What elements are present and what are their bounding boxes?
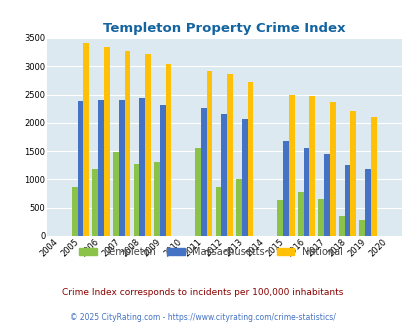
Bar <box>227 74 232 236</box>
Title: Templeton Property Crime Index: Templeton Property Crime Index <box>103 22 345 35</box>
Bar <box>358 220 364 236</box>
Bar <box>77 101 83 236</box>
Bar <box>154 162 160 236</box>
Bar <box>350 112 355 236</box>
Bar <box>160 105 165 236</box>
Bar <box>297 192 303 236</box>
Bar <box>215 187 221 236</box>
Bar <box>288 94 294 236</box>
Bar <box>145 54 150 236</box>
Bar <box>323 154 329 236</box>
Bar <box>329 102 335 236</box>
Bar <box>165 64 171 236</box>
Bar <box>236 179 241 236</box>
Bar <box>124 51 130 236</box>
Bar <box>119 100 124 236</box>
Bar <box>104 47 109 236</box>
Bar <box>247 82 253 236</box>
Bar <box>113 152 119 236</box>
Bar <box>139 98 145 236</box>
Bar <box>364 170 370 236</box>
Text: © 2025 CityRating.com - https://www.cityrating.com/crime-statistics/: © 2025 CityRating.com - https://www.city… <box>70 313 335 322</box>
Bar <box>206 71 212 236</box>
Bar <box>277 200 282 236</box>
Text: Crime Index corresponds to incidents per 100,000 inhabitants: Crime Index corresponds to incidents per… <box>62 287 343 297</box>
Bar <box>98 100 104 236</box>
Bar <box>133 164 139 236</box>
Legend: Templeton, Massachusetts, National: Templeton, Massachusetts, National <box>75 243 346 261</box>
Bar <box>195 148 200 236</box>
Bar <box>338 215 344 236</box>
Bar <box>309 96 314 236</box>
Bar <box>303 148 309 236</box>
Bar <box>318 199 323 236</box>
Bar <box>370 116 376 236</box>
Bar <box>83 43 89 236</box>
Bar <box>92 169 98 236</box>
Bar <box>282 141 288 236</box>
Bar <box>221 114 227 236</box>
Bar <box>200 108 206 236</box>
Bar <box>344 165 350 236</box>
Bar <box>72 187 77 236</box>
Bar <box>241 119 247 236</box>
